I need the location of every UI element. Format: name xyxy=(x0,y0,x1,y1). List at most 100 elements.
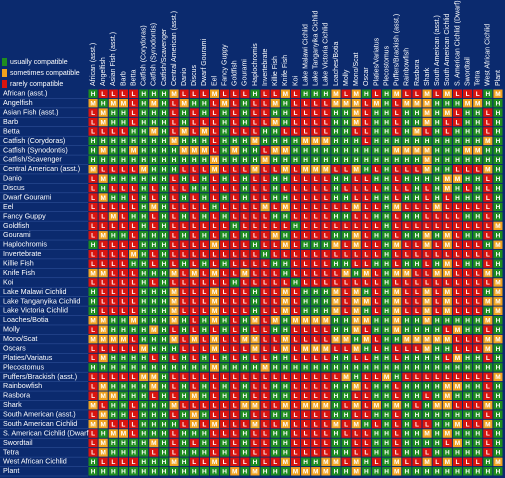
column-header: S. American Cichlid (Dwarf) xyxy=(454,0,461,86)
cell xyxy=(452,193,463,202)
cell xyxy=(422,136,432,146)
cell xyxy=(412,334,422,344)
cell xyxy=(118,391,128,400)
cell xyxy=(290,391,301,400)
cell xyxy=(220,249,230,259)
cell-rating: H xyxy=(141,110,146,117)
cell-rating: L xyxy=(101,129,105,136)
cell-rating: H xyxy=(151,233,156,240)
cell-rating: L xyxy=(374,242,378,249)
cell xyxy=(128,344,139,353)
cell-rating: L xyxy=(294,402,298,409)
cell xyxy=(189,98,199,108)
cell-rating: L xyxy=(121,166,125,173)
cell xyxy=(442,429,452,438)
cell xyxy=(199,410,209,419)
cell-rating: L xyxy=(202,308,206,315)
cell xyxy=(483,467,493,476)
cell-rating: H xyxy=(404,176,409,183)
cell xyxy=(280,268,290,278)
cell-rating: H xyxy=(283,233,288,240)
cell xyxy=(321,268,331,278)
cell-rating: L xyxy=(263,317,267,324)
cell-rating: L xyxy=(364,355,368,362)
cell-rating: L xyxy=(192,166,196,173)
cell xyxy=(230,146,240,155)
cell xyxy=(220,146,230,155)
cell-rating: H xyxy=(91,157,96,164)
cell-rating: M xyxy=(313,138,318,145)
cell xyxy=(290,278,301,287)
cell xyxy=(199,240,209,249)
cell-rating: M xyxy=(485,317,490,324)
cell xyxy=(240,448,250,457)
cell-rating: H xyxy=(293,280,298,287)
cell-rating: L xyxy=(213,412,217,419)
cell xyxy=(270,391,280,400)
cell-rating: H xyxy=(91,148,96,155)
cell xyxy=(493,287,503,297)
column-header: Puffers/Brackish (asst.) xyxy=(394,14,401,86)
cell xyxy=(432,391,442,400)
cell-rating: L xyxy=(192,280,196,287)
cell xyxy=(341,372,351,382)
cell-rating: H xyxy=(151,308,156,315)
cell-rating: H xyxy=(283,384,288,391)
cell xyxy=(270,297,280,306)
cell xyxy=(128,98,139,108)
cell-rating: L xyxy=(91,440,95,447)
cell-rating: L xyxy=(435,289,439,296)
cell-rating: L xyxy=(364,431,368,438)
cell-rating: M xyxy=(171,270,176,277)
cell-rating: L xyxy=(192,384,196,391)
cell xyxy=(290,127,301,136)
cell xyxy=(341,325,351,334)
cell xyxy=(321,325,331,334)
cell xyxy=(392,240,402,249)
cell xyxy=(473,316,483,325)
cell xyxy=(473,419,483,429)
cell xyxy=(139,249,149,259)
cell xyxy=(88,193,98,202)
cell-rating: H xyxy=(415,365,420,372)
cell xyxy=(473,278,483,287)
cell xyxy=(128,410,139,419)
cell xyxy=(432,183,442,193)
cell-rating: M xyxy=(252,421,257,428)
cell xyxy=(98,193,108,202)
cell xyxy=(179,268,189,278)
cell xyxy=(179,334,189,344)
cell xyxy=(493,202,503,212)
cell xyxy=(189,400,199,410)
cell-rating: M xyxy=(394,327,399,334)
cell xyxy=(331,306,341,316)
cell-rating: M xyxy=(354,100,359,107)
cell xyxy=(432,287,442,297)
cell-rating: H xyxy=(131,384,136,391)
cell xyxy=(179,98,189,108)
cell-rating: H xyxy=(485,459,490,466)
cell xyxy=(149,165,159,174)
cell-rating: H xyxy=(415,185,420,192)
cell xyxy=(230,231,240,240)
cell-rating: L xyxy=(243,91,247,98)
cell xyxy=(128,429,139,438)
cell xyxy=(179,117,189,127)
cell xyxy=(189,259,199,268)
cell-rating: L xyxy=(152,450,156,457)
cell-rating: L xyxy=(455,110,459,117)
cell xyxy=(341,98,351,108)
cell xyxy=(220,183,230,193)
row-label: Plecostomus xyxy=(3,362,45,371)
cell-rating: L xyxy=(223,431,227,438)
cell-rating: L xyxy=(273,346,277,353)
cell-rating: H xyxy=(243,365,248,372)
cell-rating: L xyxy=(233,459,237,466)
cell xyxy=(189,372,199,382)
row-label: Catfish (Corydoras) xyxy=(3,136,65,145)
cell xyxy=(311,410,321,419)
cell xyxy=(270,316,280,325)
cell-rating: L xyxy=(294,176,298,183)
cell-rating: H xyxy=(344,317,349,324)
cell xyxy=(209,297,220,306)
